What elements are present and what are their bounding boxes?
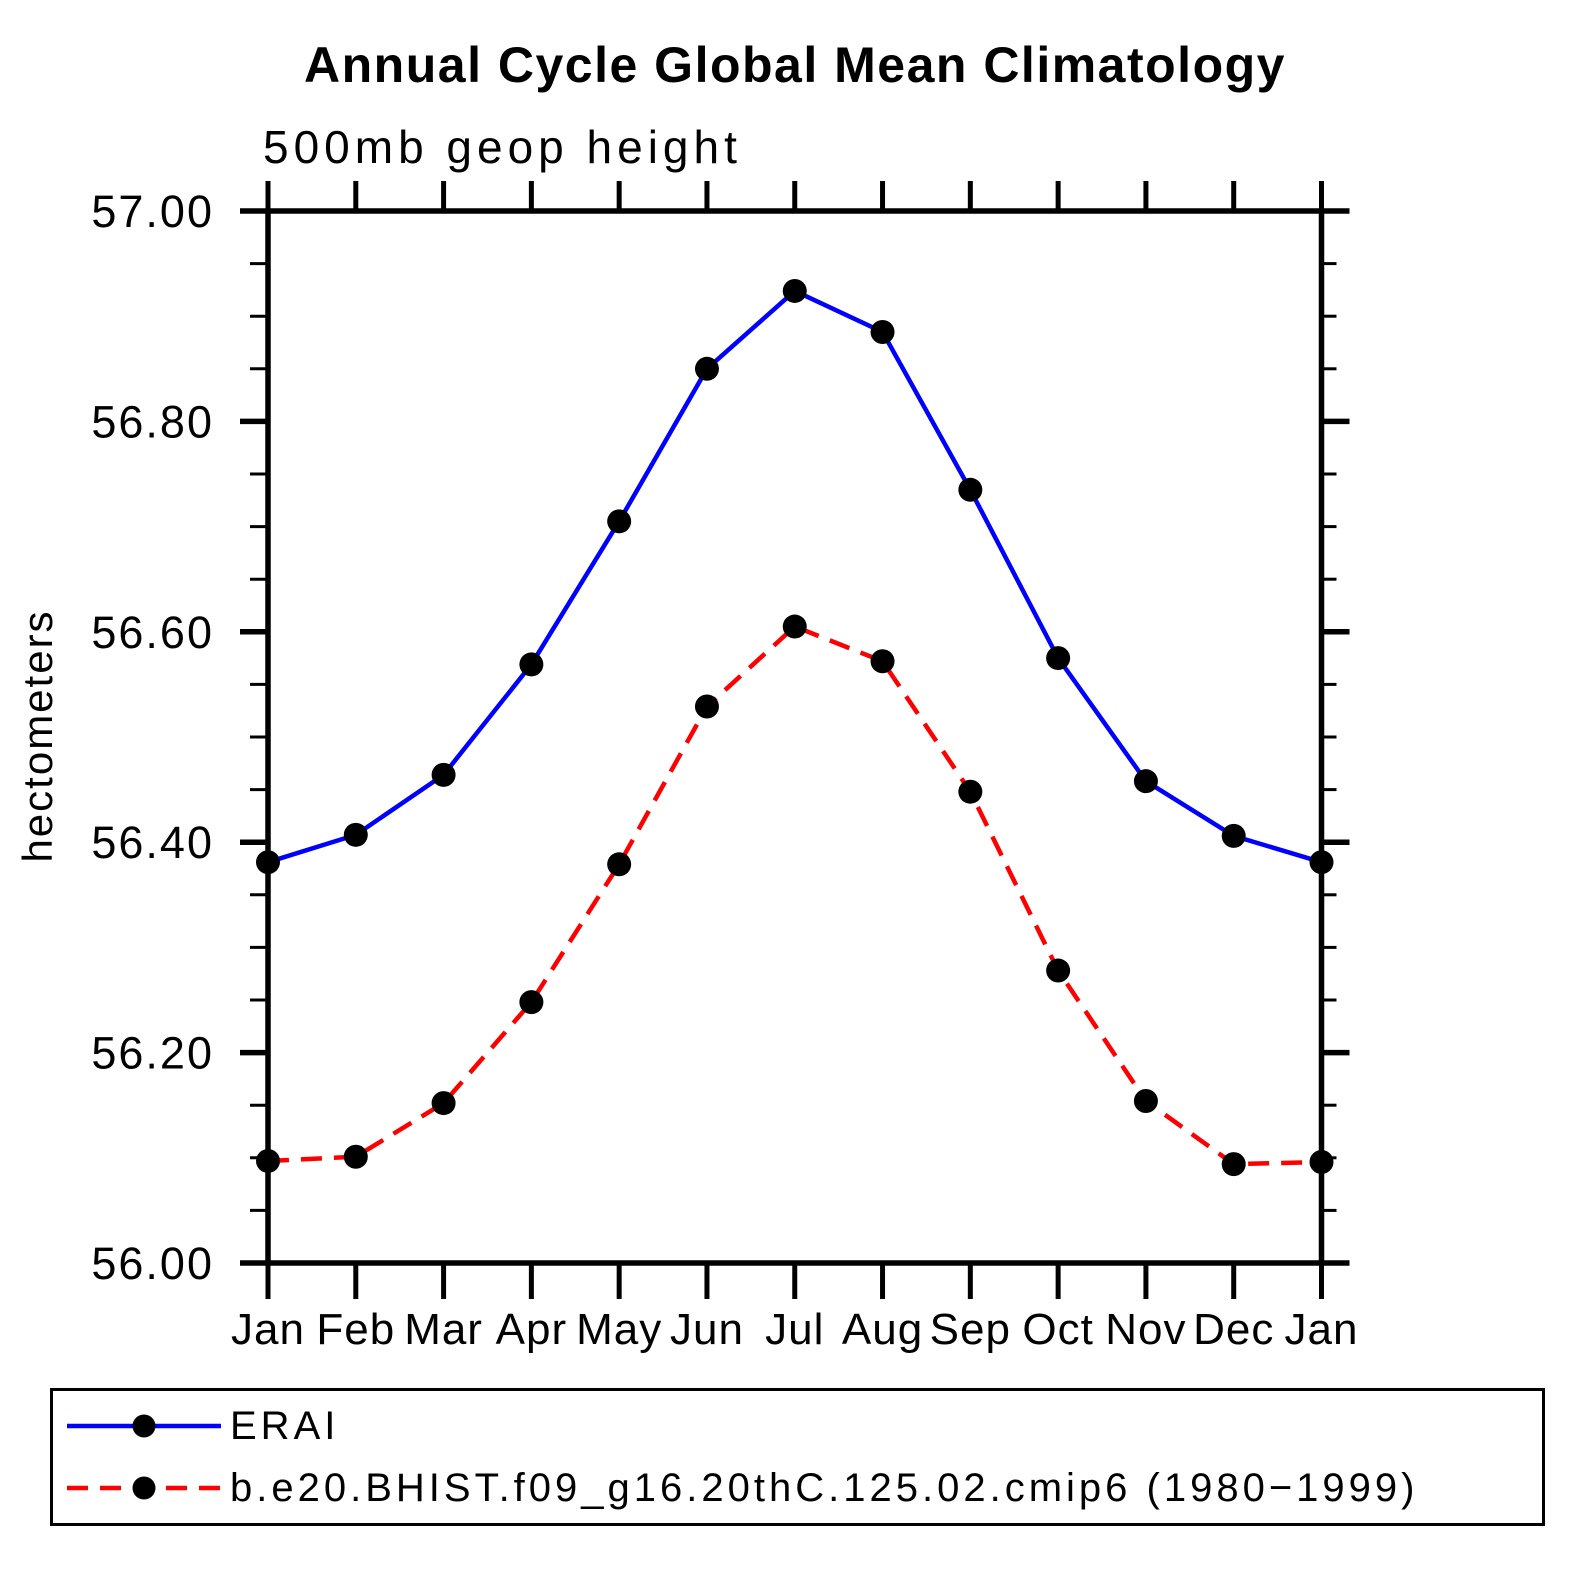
data-point-marker [1046,646,1071,671]
model-marker-sample [132,1476,156,1500]
data-point-marker [431,1091,456,1116]
y-tick-label: 56.40 [91,817,214,868]
legend-sample-erai [67,1414,221,1438]
data-point-marker [870,319,895,344]
data-point-marker [607,852,632,877]
plot-frame [265,208,1325,1266]
data-point-marker [782,278,807,303]
data-point-marker [1133,1088,1158,1113]
x-tick-label: Aug [842,1305,923,1354]
data-point-marker [694,356,719,381]
x-tick-label: May [576,1305,662,1354]
erai-marker-sample [132,1414,156,1438]
y-tick-label: 56.20 [91,1028,214,1079]
data-point-marker [607,509,632,534]
data-point-marker [1133,769,1158,794]
y-tick-label: 56.60 [91,607,214,658]
x-tick-label: Jan [1285,1305,1359,1354]
x-tick-label: Nov [1105,1305,1186,1354]
data-point-marker [1046,958,1071,983]
data-point-marker [431,762,456,787]
data-point-marker [1221,1152,1246,1177]
data-point-marker [256,850,280,875]
legend-sample-model [67,1476,221,1500]
data-point-marker [958,477,983,502]
data-point-marker [519,990,544,1015]
data-point-marker [1309,1150,1334,1175]
axes-layer: Jan Feb Mar Apr May Jun Jul Aug Sep Oct Nov Dec Jan5… [91,181,1359,1354]
x-tick-label: Dec [1193,1305,1274,1354]
data-point-marker [1221,823,1246,848]
x-tick-label: Oct [1022,1305,1093,1354]
legend-label-model: b.e20.BHIST.f09_g16.20thC.125.02.cmip6 (… [230,1465,1419,1510]
chart-title: Annual Cycle Global Mean Climatology [304,37,1286,93]
data-point-marker [694,694,719,719]
series-line-1 [267,623,1322,1167]
x-tick-label: Mar [404,1305,483,1354]
x-tick-label: Jun [670,1305,744,1354]
y-tick-label: 57.00 [91,186,214,237]
data-point-marker [782,614,807,639]
legend: ERAI b.e20.BHIST.f09_g16.20thC.125.02.cm… [50,1388,1545,1526]
legend-item-model: b.e20.BHIST.f09_g16.20thC.125.02.cmip6 (… [61,1463,1418,1513]
series-line-0 [267,288,1323,865]
data-point-marker [519,652,544,677]
x-tick-label: Sep [930,1305,1011,1354]
y-tick-label: 56.80 [91,396,214,447]
data-point-marker [958,779,983,804]
data-point-marker [343,1144,368,1169]
legend-item-erai: ERAI [61,1401,339,1451]
x-tick-label: Jan [231,1305,305,1354]
y-axis-label: hectometers [14,609,61,862]
chart-subtitle: 500mb geop height [263,121,742,173]
series-layer [256,278,1334,1177]
x-tick-label: Jul [765,1305,824,1354]
x-tick-label: Feb [316,1305,395,1354]
data-point-marker [256,1148,280,1173]
x-tick-label: Apr [496,1305,567,1354]
y-tick-label: 56.00 [91,1238,214,1289]
data-point-marker [343,822,368,847]
data-point-marker [870,649,895,674]
legend-label-erai: ERAI [230,1403,340,1448]
data-point-marker [1309,850,1334,875]
